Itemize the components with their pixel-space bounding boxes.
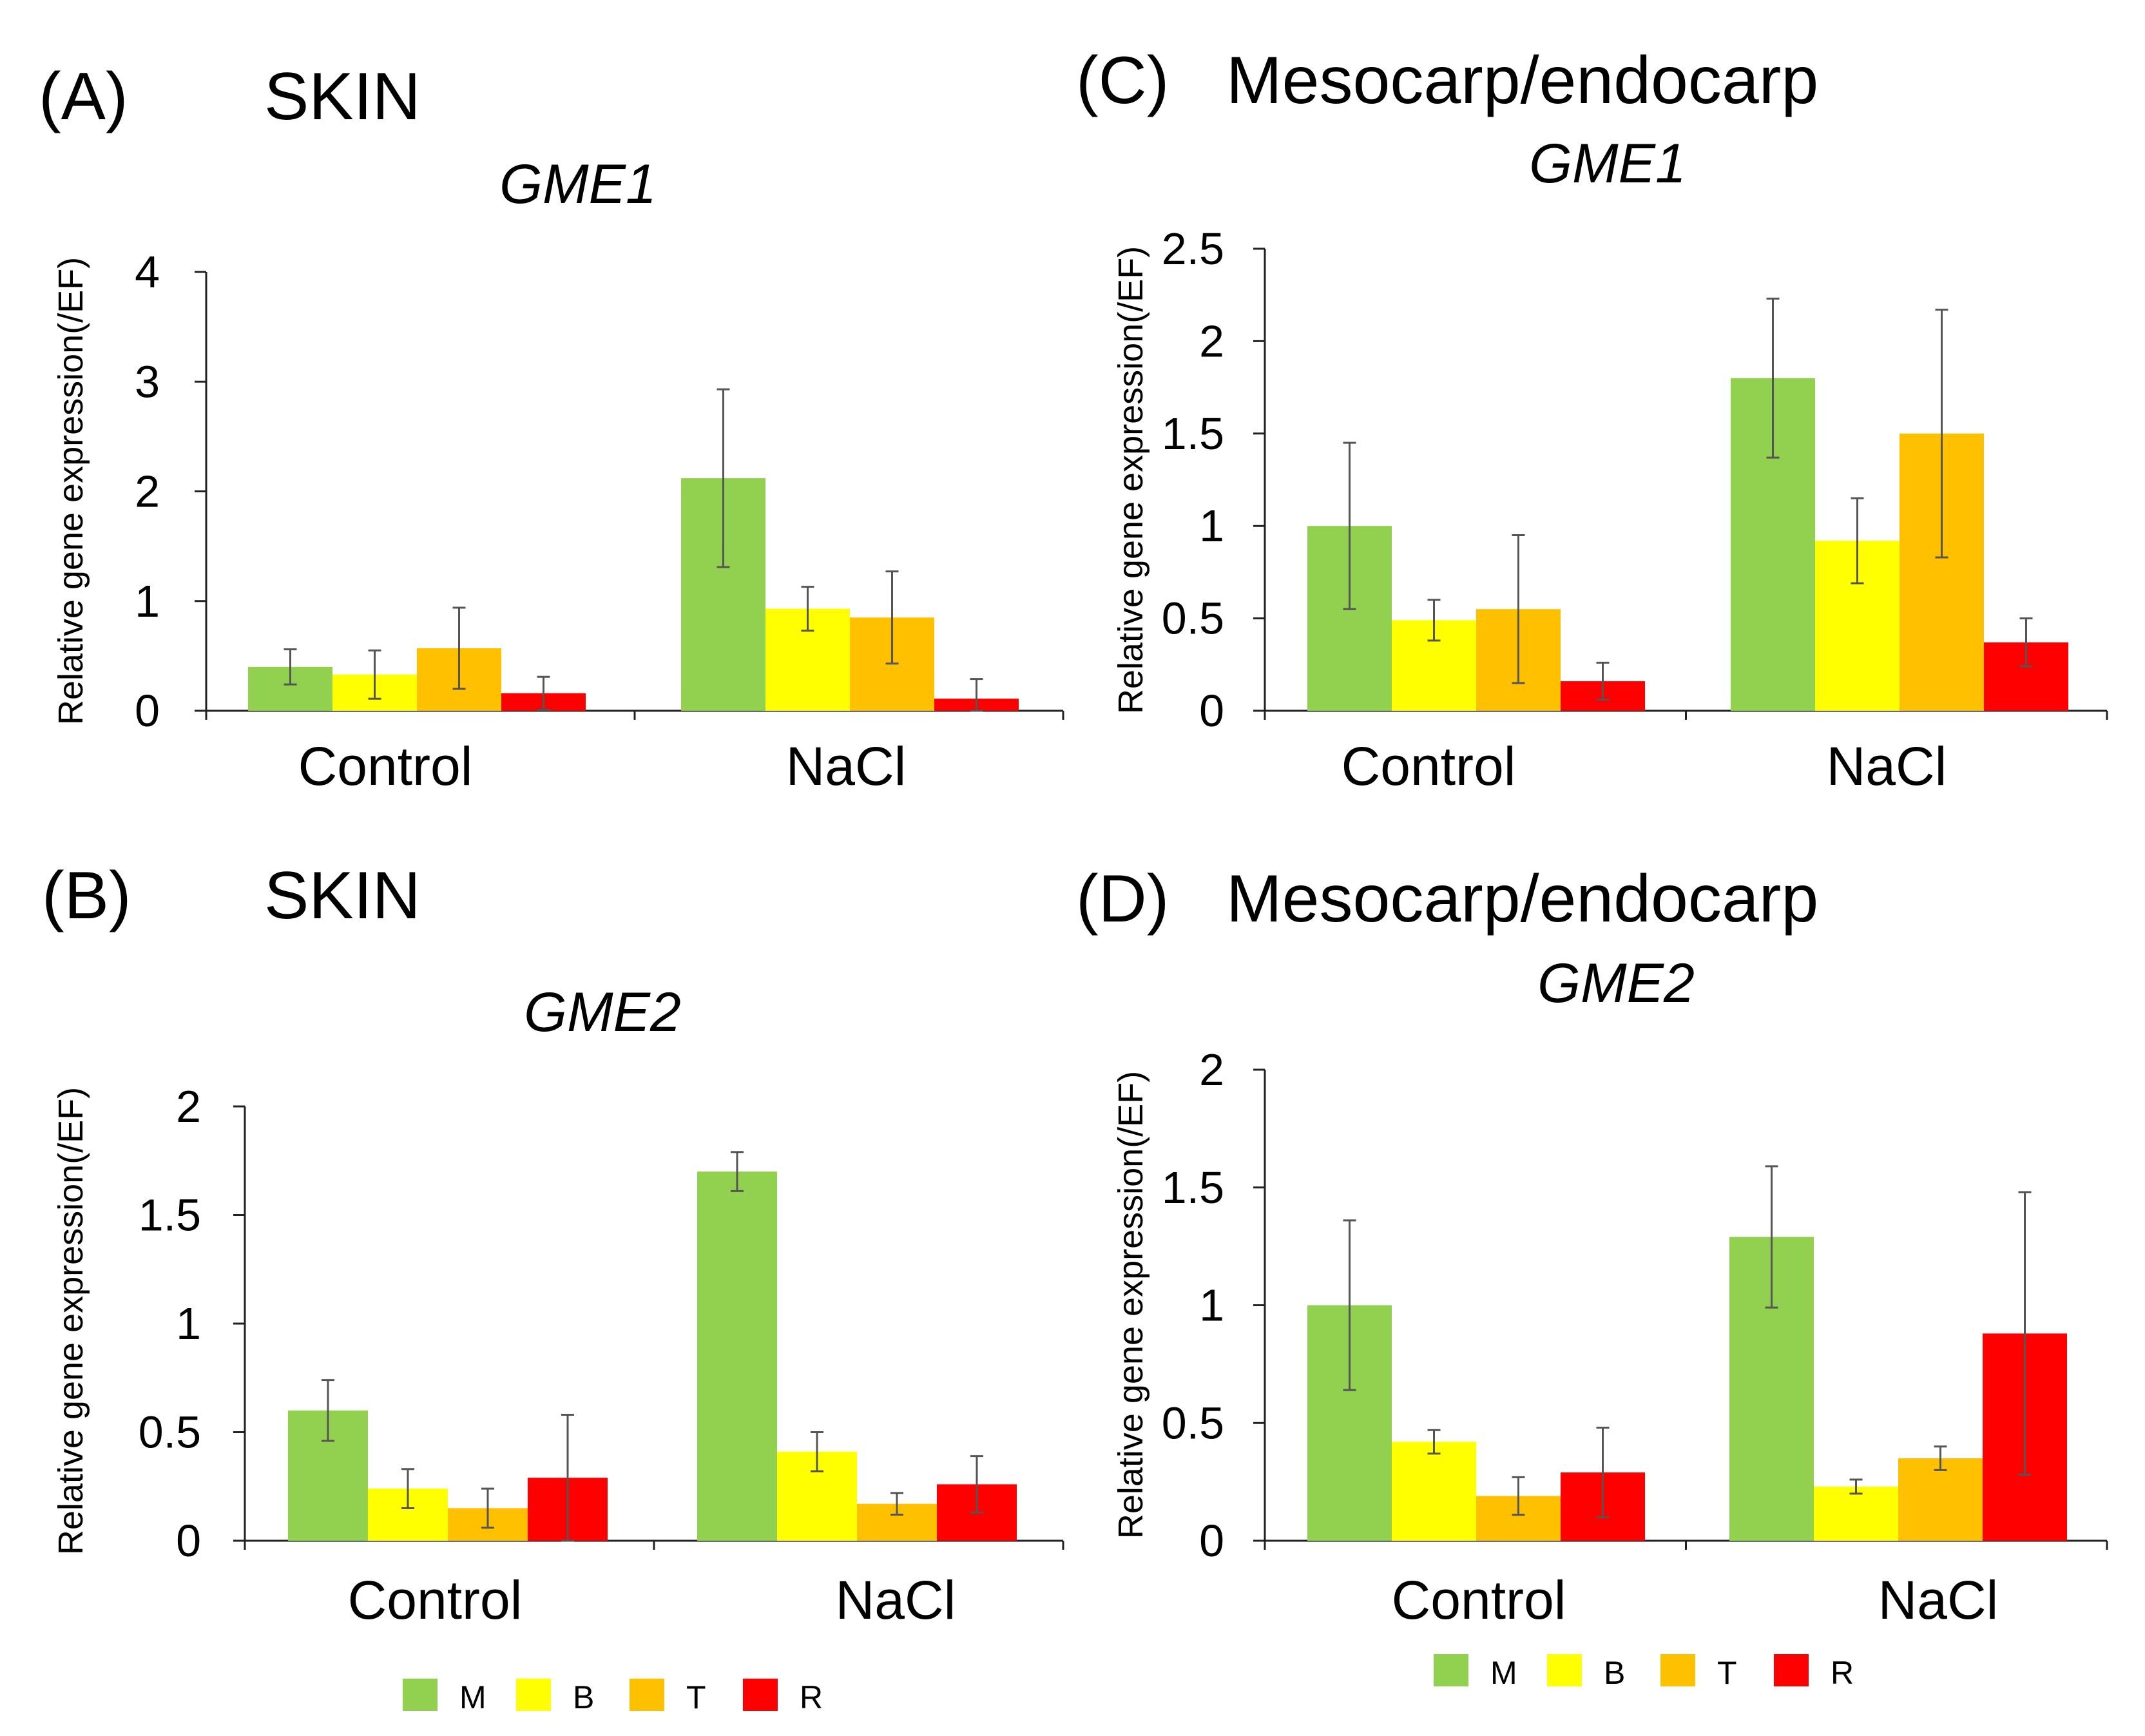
legend-swatch-t bbox=[1660, 1654, 1695, 1686]
gene-title: GME2 bbox=[524, 981, 681, 1043]
y-tick-label: 2 bbox=[1199, 316, 1224, 366]
legend-label: R bbox=[800, 1679, 823, 1715]
bar-m-nacl bbox=[697, 1172, 777, 1541]
panel-title: Mesocarp/endocarp bbox=[1226, 43, 1818, 118]
panel-title: Mesocarp/endocarp bbox=[1226, 862, 1818, 936]
y-tick-label: 1.5 bbox=[1162, 409, 1224, 459]
chart-panel-d: (D) Mesocarp/endocarp GME2 Relative gene ex… bbox=[1076, 862, 2108, 1630]
legend-swatch-b bbox=[1547, 1654, 1582, 1686]
bar-t-nacl bbox=[1898, 1458, 1983, 1541]
legend-swatch-m bbox=[1434, 1654, 1468, 1686]
y-tick-label: 0 bbox=[1199, 686, 1224, 736]
y-tick-label: 0 bbox=[176, 1516, 201, 1566]
y-tick-label: 0.5 bbox=[139, 1407, 201, 1458]
y-axis-label: Relative gene expression(/EF) bbox=[1111, 246, 1150, 714]
y-tick-label: 1 bbox=[135, 576, 160, 626]
y-tick-label: 0.5 bbox=[1162, 1398, 1224, 1448]
y-tick-label: 2 bbox=[176, 1081, 201, 1132]
y-axis-label: Relative gene expression(/EF) bbox=[1111, 1071, 1150, 1539]
legend-swatch-b bbox=[516, 1679, 551, 1711]
panel-label: (C) bbox=[1076, 43, 1169, 118]
x-category-label: Control bbox=[298, 736, 473, 796]
legend-label: R bbox=[1831, 1655, 1854, 1691]
legend-label: M bbox=[1490, 1655, 1517, 1691]
gene-title: GME2 bbox=[1537, 952, 1695, 1014]
legend-label: T bbox=[1717, 1655, 1737, 1691]
panel-title: SKIN bbox=[264, 59, 421, 134]
x-category-label: Control bbox=[1392, 1570, 1566, 1630]
chart-panel-b: (B) SKIN GME2 Relative gene expression(/EF)… bbox=[42, 858, 1064, 1630]
legend-label: T bbox=[686, 1679, 706, 1715]
x-category-label: NaCl bbox=[1827, 736, 1947, 796]
y-tick-label: 0 bbox=[135, 686, 160, 736]
x-category-label: Control bbox=[1342, 736, 1516, 796]
y-tick-label: 1.5 bbox=[1162, 1162, 1224, 1213]
y-tick-label: 0.5 bbox=[1162, 593, 1224, 644]
legend-swatch-r bbox=[1774, 1654, 1809, 1686]
y-tick-label: 2 bbox=[1199, 1045, 1224, 1095]
legend-label: M bbox=[459, 1679, 486, 1715]
y-axis-label: Relative gene expression(/EF) bbox=[52, 1087, 90, 1555]
y-tick-label: 2 bbox=[135, 467, 160, 517]
chart-panel-c: (C) Mesocarp/endocarp GME1 Relative gene ex… bbox=[1076, 43, 2108, 796]
y-tick-label: 3 bbox=[135, 356, 160, 407]
y-tick-label: 1.5 bbox=[139, 1190, 201, 1240]
legend-swatch-t bbox=[630, 1679, 664, 1711]
legend-swatch-r bbox=[743, 1679, 778, 1711]
panel-label: (B) bbox=[42, 858, 131, 933]
x-category-label: NaCl bbox=[1878, 1570, 1999, 1630]
y-tick-label: 0 bbox=[1199, 1516, 1224, 1566]
gene-title: GME1 bbox=[1529, 133, 1686, 195]
legend-label: B bbox=[573, 1679, 594, 1715]
x-category-label: Control bbox=[348, 1570, 523, 1630]
y-tick-label: 1 bbox=[1199, 1280, 1224, 1331]
x-category-label: NaCl bbox=[786, 736, 907, 796]
legend-label: B bbox=[1604, 1655, 1625, 1691]
y-tick-label: 1 bbox=[1199, 501, 1224, 551]
panel-label: (D) bbox=[1076, 862, 1169, 936]
x-category-label: NaCl bbox=[836, 1570, 956, 1630]
panel-label: (A) bbox=[39, 59, 128, 134]
y-tick-label: 4 bbox=[135, 247, 160, 297]
chart-panel-a: (A) SKIN GME1 Relative gene expression(/EF)… bbox=[39, 59, 1064, 796]
y-tick-label: 1 bbox=[176, 1298, 201, 1349]
panel-title: SKIN bbox=[264, 858, 421, 933]
bar-b-control bbox=[1392, 1442, 1476, 1541]
bar-b-nacl bbox=[1814, 1486, 1898, 1541]
y-axis-label: Relative gene expression(/EF) bbox=[52, 257, 90, 725]
y-tick-label: 2.5 bbox=[1162, 224, 1224, 274]
gene-title: GME1 bbox=[499, 153, 657, 215]
legend-swatch-m bbox=[403, 1679, 438, 1711]
